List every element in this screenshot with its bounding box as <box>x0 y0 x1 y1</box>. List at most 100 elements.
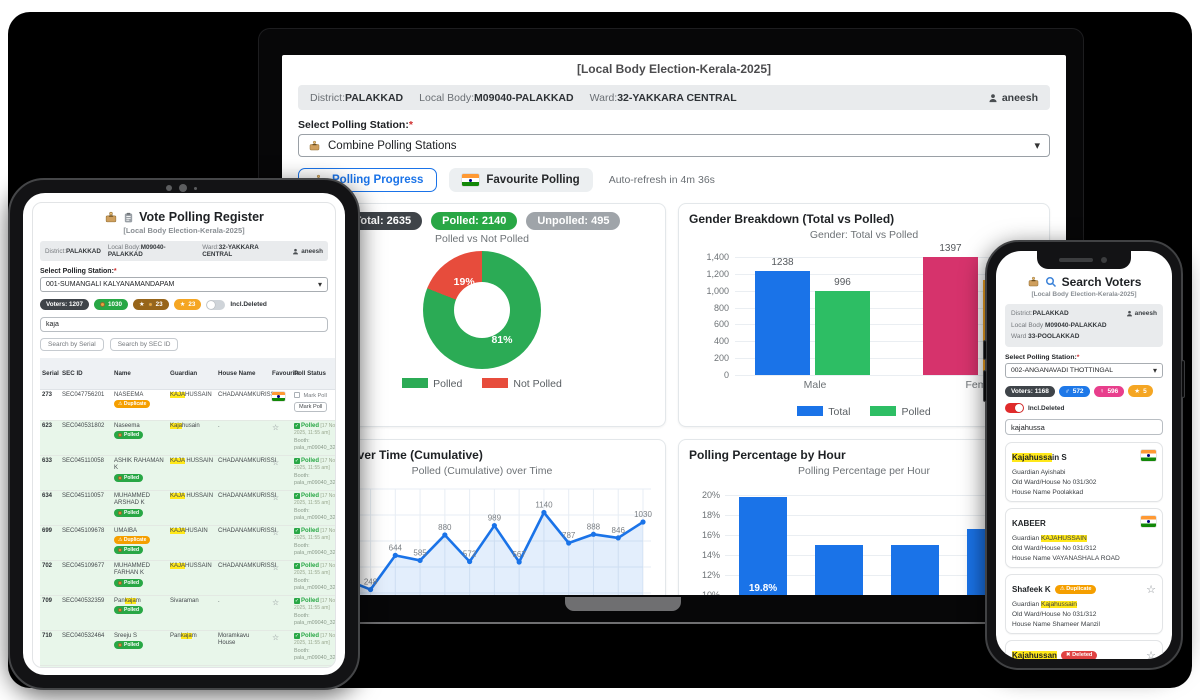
poll-status: ✓Polled [17 Nov 2025, 11:55 am]Booth:pal… <box>294 527 336 556</box>
india-flag-icon[interactable] <box>272 391 285 401</box>
legend-swatch-total <box>797 406 824 416</box>
hour-chart-title: Polling Percentage per Hour <box>798 465 930 477</box>
legend-swatch-polled <box>870 406 897 416</box>
polled-badge: Polled <box>114 578 144 587</box>
poll-status: ✓Polled [17 Nov 2025, 11:55 am]Booth:pal… <box>294 492 336 521</box>
polling-station-select[interactable]: 002-ANGANAVADI THOTTINGAL ▾ <box>1005 363 1163 379</box>
india-flag-icon <box>462 174 480 186</box>
favourite-star-icon[interactable]: ☆ <box>272 632 280 642</box>
favourite-star-icon[interactable]: ☆ <box>272 457 280 467</box>
district-info: District:PALAKKAD <box>310 91 404 104</box>
y-tick-label: 18% <box>701 510 720 520</box>
ballot-box-icon <box>105 211 117 222</box>
gridline <box>735 358 1033 360</box>
camera-dot-icon <box>179 184 187 192</box>
tab-favourite-polling[interactable]: Favourite Polling <box>449 168 593 192</box>
cumulative-line-chart: 1613622486445858805729895671140787888846… <box>313 488 652 595</box>
search-by-secid-button[interactable]: Search by SEC ID <box>109 338 179 351</box>
table-row: 699 SEC045109678 UMAIBA ⚠ Duplicate Polled KA… <box>40 525 336 561</box>
female-badge: ♀ 596 <box>1093 385 1125 397</box>
search-by-serial-button[interactable]: Search by Serial <box>40 338 104 351</box>
favourite-star-icon[interactable]: ☆ <box>272 422 280 432</box>
favourite-star-icon[interactable]: ☆ <box>272 492 280 502</box>
svg-text:248: 248 <box>364 578 378 587</box>
search-input[interactable] <box>40 317 328 332</box>
voter-result-card[interactable]: Kajahussain S Guardian Ayishabi Old Ward/H… <box>1005 442 1163 503</box>
voter-result-card[interactable]: Kajahussan ✖ Deleted ☆ <box>1005 640 1163 659</box>
voter-detail-line: Guardian Ayishabi <box>1012 469 1066 477</box>
y-tick-label: 20% <box>701 490 720 500</box>
mark-poll-checkbox[interactable] <box>294 391 300 398</box>
voters-badge: Voters: 1168 <box>1005 385 1055 397</box>
incl-deleted-toggle[interactable] <box>206 299 226 310</box>
hour-bar: 15.0% <box>891 545 939 595</box>
polling-station-label: Select Polling Station:* <box>298 119 413 131</box>
male-badge: ♂ 572 <box>1058 385 1090 397</box>
gridline <box>735 341 1033 343</box>
favourite-star-icon[interactable]: ☆ <box>272 527 280 537</box>
x-tick-label: Male <box>803 379 827 391</box>
gender-legend: Total Polled <box>689 406 1039 418</box>
mark-poll-button[interactable]: Mark Poll <box>294 402 328 412</box>
user-chip[interactable]: aneesh <box>988 92 1038 104</box>
desktop-monitor: [Local Body Election-Kerala-2025] Distri… <box>258 28 1084 624</box>
column-header: Guardian <box>168 358 216 390</box>
tablet-screen: Vote Polling Register [Local Body Electi… <box>23 193 345 675</box>
gridline <box>725 495 1029 496</box>
table-row: 623 SEC040531802 Naseema Polled Kajahusain. ☆… <box>40 420 335 456</box>
gridline <box>725 535 1029 536</box>
y-tick-label: 1,000 <box>706 285 729 296</box>
voter-result-card[interactable]: KABEER Guardian KAJAHUSSAIN Old Ward/House… <box>1005 508 1163 569</box>
polled-badge: Polled <box>114 508 144 517</box>
search-icon <box>1045 277 1056 288</box>
svg-text:572: 572 <box>463 550 477 559</box>
favourite-star-icon[interactable]: ☆ <box>272 597 280 607</box>
voter-result-card[interactable]: Shafeek K ⚠ Duplicate ☆ Guardian Kajahussai… <box>1005 574 1163 635</box>
voter-detail-line: Old Ward/House No 031/312 <box>1012 545 1097 553</box>
donut-label-polled: 81% <box>491 333 513 346</box>
polling-station-select[interactable]: 001-SUMANGALI KALYANAMANDAPAM ▾ <box>40 277 328 292</box>
svg-text:880: 880 <box>438 523 452 532</box>
favourite-star-icon[interactable]: ☆ <box>1146 650 1156 659</box>
donut-chart: 81% 19% <box>423 251 541 369</box>
gridline <box>725 555 1029 556</box>
gridline <box>735 257 1033 258</box>
poll-status: ✓Polled [17 Nov 2025, 11:55 am]Booth:pal… <box>294 597 336 626</box>
voter-detail-line: House Name VAYANASHALA ROAD <box>1012 555 1120 563</box>
polling-station-select[interactable]: Combine Polling Stations ▾ <box>298 134 1050 157</box>
favourite-star-icon[interactable]: ☆ <box>1146 584 1156 597</box>
legend-swatch-polled <box>402 378 429 388</box>
polled-badge: Polled <box>114 473 144 482</box>
y-tick-label: 800 <box>713 302 729 313</box>
favourite-star-icon[interactable]: ☆ <box>272 668 279 669</box>
voters-badge: Voters: 1207 <box>40 299 89 310</box>
column-header: SEC ID <box>60 358 112 390</box>
voter-detail-line: House Name Shameer Manzil <box>1012 621 1100 629</box>
polled-badge: Polled <box>114 431 144 440</box>
phone-device: Search Voters [Local Body Election-Keral… <box>983 240 1185 670</box>
india-flag-icon[interactable] <box>1141 516 1156 528</box>
user-chip[interactable]: aneesh <box>292 248 323 255</box>
hour-bar: 15.0% <box>815 545 863 595</box>
column-header: Serial <box>40 358 60 390</box>
gender-heading: Gender Breakdown (Total vs Polled) <box>689 212 895 226</box>
voter-detail-line: Guardian KAJAHUSSAIN <box>1012 535 1087 543</box>
hour-bar: 19.8% <box>739 497 787 595</box>
search-input[interactable] <box>1005 419 1163 436</box>
person-icon <box>1126 311 1132 317</box>
user-chip[interactable]: aneesh <box>1126 308 1157 320</box>
gridline <box>725 575 1029 576</box>
voter-name: Kajahussan <box>1012 650 1057 659</box>
favourite-star-icon[interactable]: ☆ <box>272 562 280 572</box>
india-flag-icon[interactable] <box>1141 450 1156 462</box>
bar-value-label: 1397 <box>939 243 962 255</box>
incl-deleted-toggle[interactable] <box>1005 403 1024 414</box>
camera-dot-icon <box>166 185 172 191</box>
voter-detail-line: Old Ward/House No 031/302 <box>1012 479 1097 487</box>
gridline <box>735 307 1033 309</box>
auto-refresh-label: Auto-refresh in 4m 36s <box>608 174 715 186</box>
ward-info: Ward:32-YAKKARA CENTRAL <box>589 91 737 104</box>
polling-station-value: Combine Polling Stations <box>328 139 457 152</box>
polling-station-label: Select Polling Station:* <box>40 268 117 275</box>
ballot-dot-icon <box>147 302 153 307</box>
